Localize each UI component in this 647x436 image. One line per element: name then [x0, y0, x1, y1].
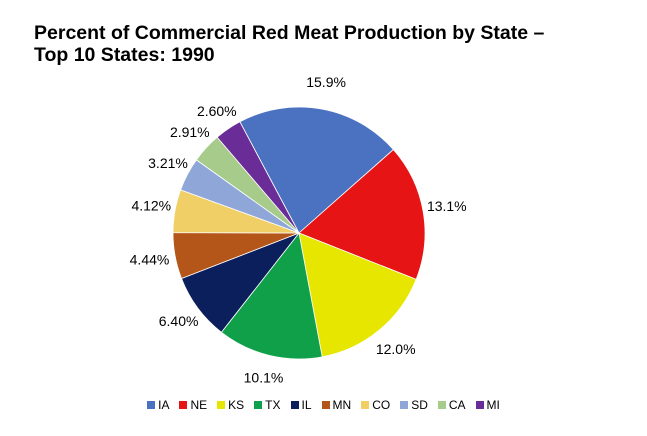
pie-slice-mi: [216, 121, 300, 234]
data-label-il: 6.40%: [159, 313, 199, 329]
legend-item-mi: MI: [475, 398, 500, 412]
pie-labels: 15.9% 13.1% 12.0% 10.1% 6.40% 4.44% 4.12% 3.21%…: [130, 74, 467, 385]
legend-swatch-mn: [321, 401, 330, 409]
chart-legend: IA NE KS TX IL MN CO SD CA MI: [0, 398, 647, 412]
chart-title: Percent of Commercial Red Meat Productio…: [34, 22, 634, 66]
data-label-co: 4.12%: [131, 197, 171, 213]
legend-item-il: IL: [290, 398, 312, 412]
legend-label-ia: IA: [158, 398, 170, 412]
legend-item-sd: SD: [400, 398, 428, 412]
data-label-ks: 12.0%: [376, 341, 416, 357]
data-label-tx: 10.1%: [244, 369, 284, 385]
legend-swatch-ks: [217, 401, 226, 409]
data-label-mn: 4.44%: [130, 251, 170, 267]
legend-label-ca: CA: [448, 398, 466, 412]
legend-item-co: CO: [361, 398, 390, 412]
legend-item-ca: CA: [437, 398, 466, 412]
pie-slice-ks: [298, 232, 417, 358]
legend-label-co: CO: [372, 398, 391, 412]
legend-label-mn: MN: [332, 398, 352, 412]
legend-item-tx: TX: [254, 398, 281, 412]
legend-item-mn: MN: [321, 398, 352, 412]
legend-item-ia: IA: [147, 398, 169, 412]
legend-item-ne: NE: [179, 398, 207, 412]
legend-swatch-il: [290, 401, 299, 409]
legend-label-tx: TX: [265, 398, 281, 412]
pie-slice-ia: [239, 106, 394, 234]
legend-swatch-ne: [179, 401, 188, 409]
legend-swatch-sd: [400, 401, 409, 409]
legend-swatch-co: [361, 401, 370, 409]
pie-slices: [172, 106, 426, 360]
legend-label-ne: NE: [190, 398, 208, 412]
legend-swatch-ca: [437, 401, 446, 409]
legend-item-ks: KS: [217, 398, 244, 412]
legend-swatch-tx: [254, 401, 263, 409]
chart-title-line1: Percent of Commercial Red Meat Productio…: [34, 22, 545, 44]
data-label-ne: 13.1%: [427, 198, 467, 214]
legend-label-sd: SD: [411, 398, 428, 412]
legend-swatch-ia: [147, 401, 156, 409]
legend-label-ks: KS: [228, 398, 245, 412]
data-label-ia: 15.9%: [306, 74, 346, 90]
legend-label-mi: MI: [486, 398, 500, 412]
legend-swatch-mi: [475, 401, 484, 409]
legend-label-il: IL: [301, 398, 312, 412]
data-label-ca: 2.91%: [170, 124, 210, 140]
chart-subtitle: Top 10 States: 1990: [34, 44, 215, 66]
data-label-sd: 3.21%: [148, 155, 188, 171]
pie-slice-ne: [298, 149, 426, 280]
data-label-mi: 2.60%: [197, 103, 237, 119]
pie-slice-tx: [220, 232, 323, 360]
